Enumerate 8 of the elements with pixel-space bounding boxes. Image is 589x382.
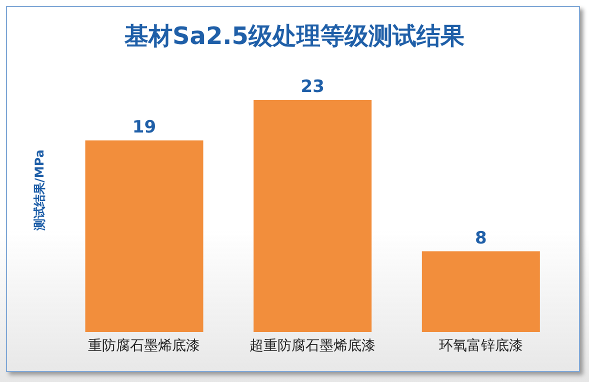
data-label: 23 [300, 77, 324, 97]
data-label: 8 [474, 228, 487, 248]
x-tick-label: 重防腐石墨烯底漆 [88, 338, 200, 354]
y-axis-title: 测试结果/MPa [32, 150, 48, 230]
data-label: 19 [132, 117, 156, 138]
chart-title: 基材Sa2.5级处理等级测试结果 [124, 21, 466, 52]
x-tick-label: 超重防腐石墨烯底漆 [250, 338, 376, 354]
x-tick-label: 环氧富锌底漆 [438, 338, 523, 354]
